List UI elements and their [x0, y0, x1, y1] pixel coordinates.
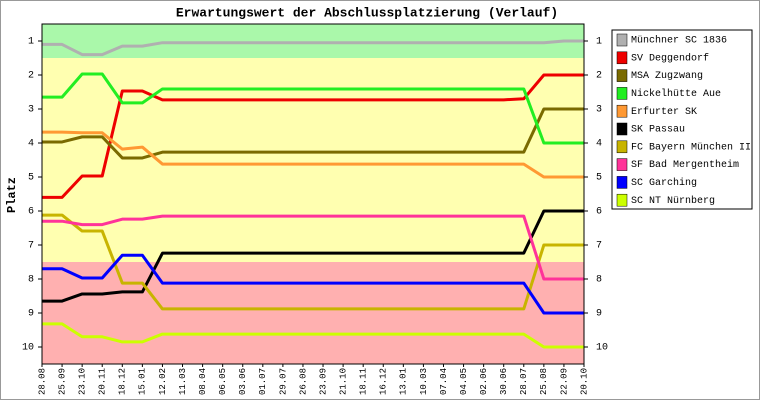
- chart-title: Erwartungswert der Abschlussplatzierung …: [176, 5, 558, 20]
- x-tick-label: 06.05: [218, 368, 228, 395]
- x-tick-label: 23.10: [78, 368, 88, 395]
- bands: [42, 24, 584, 364]
- zone-band: [42, 24, 584, 58]
- y-tick-label: 8: [28, 275, 34, 286]
- series-line: [42, 253, 584, 315]
- series-line: [42, 73, 584, 199]
- y-tick-label-right: 6: [596, 207, 602, 218]
- legend-label: SC NT Nürnberg: [631, 195, 715, 207]
- legend-swatch: [616, 193, 628, 207]
- zone-band: [42, 262, 584, 364]
- legend-swatch: [616, 51, 628, 65]
- series-line: [42, 130, 584, 179]
- series-line: [42, 209, 584, 303]
- y-tick-label: 2: [28, 71, 34, 82]
- legend-label: SC Garching: [631, 177, 697, 189]
- y-tick-label-right: 3: [596, 105, 602, 116]
- series-line: [42, 107, 584, 160]
- y-tick-label-right: 7: [596, 241, 602, 252]
- y-tick-label-right: 2: [596, 71, 602, 82]
- series-line: [42, 72, 584, 145]
- x-tick-label: 26.08: [298, 368, 308, 395]
- legend-swatch: [616, 33, 628, 47]
- y-tick-label-right: 5: [596, 173, 602, 184]
- x-tick-label: 10.03: [419, 368, 429, 395]
- x-tick-label: 01.07: [258, 368, 268, 395]
- series-line: [42, 322, 584, 349]
- legend-label: SV Deggendorf: [631, 52, 709, 64]
- y-tick-label: 3: [28, 105, 34, 116]
- y-tick-label-right: 9: [596, 309, 602, 320]
- x-tick-label: 12.02: [158, 368, 168, 395]
- legend-swatch: [616, 69, 628, 82]
- x-tick-label: 15.01: [138, 368, 148, 395]
- x-tick-label: 21.10: [338, 368, 348, 395]
- x-tick-label: 28.08: [37, 368, 47, 395]
- legend-label: MSA Zugzwang: [631, 71, 703, 82]
- x-tick-label: 03.06: [238, 368, 248, 395]
- y-tick-label-right: 4: [596, 139, 602, 150]
- x-tick-label: 20.10: [579, 368, 589, 395]
- y-tick-label: 6: [28, 207, 34, 218]
- x-tick-label: 25.08: [539, 368, 549, 395]
- series-line: [42, 214, 584, 281]
- x-tick-label: 18.11: [359, 368, 369, 395]
- legend-label: FC Bayern München II: [631, 141, 751, 153]
- x-tick-label: 30.06: [499, 368, 509, 395]
- x-tick-label: 22.09: [559, 368, 569, 395]
- legend-swatch: [616, 140, 628, 154]
- x-tick-label: 23.09: [318, 368, 328, 395]
- x-tick-label: 18.12: [118, 368, 128, 395]
- x-tick-label: 13.01: [399, 368, 409, 395]
- legend-swatch: [616, 158, 628, 171]
- y-tick-label: 10: [22, 343, 34, 354]
- lines: [42, 39, 584, 349]
- legend-swatch: [616, 104, 628, 118]
- y-tick-label: 7: [28, 241, 34, 252]
- y-tick-label-right: 8: [596, 275, 602, 286]
- legend-swatch: [616, 122, 628, 136]
- legend-swatch: [616, 87, 628, 100]
- x-tick-label: 16.12: [379, 368, 389, 395]
- x-tick-label: 29.07: [278, 368, 288, 395]
- x-tick-label: 07.04: [439, 368, 449, 395]
- series-line: [42, 39, 584, 57]
- x-tick-label: 28.07: [519, 368, 529, 395]
- y-axis-label: Platz: [5, 177, 19, 213]
- legend-label: SF Bad Mergentheim: [631, 159, 739, 171]
- x-tick-label: 08.04: [198, 368, 208, 395]
- x-tick-label: 02.06: [479, 368, 489, 395]
- x-tick-label: 04.05: [459, 368, 469, 395]
- legend-label: Nickelhütte Aue: [631, 88, 721, 100]
- x-tick-label: 20.11: [98, 368, 108, 395]
- x-tick-label: 25.09: [57, 368, 67, 395]
- legend-label: SK Passau: [631, 125, 685, 136]
- legend: [611, 29, 753, 210]
- legend-label: Münchner SC 1836: [631, 35, 727, 47]
- series-line: [42, 213, 584, 311]
- y-tick-label-right: 1: [596, 37, 602, 48]
- y-tick-label-right: 10: [596, 343, 608, 354]
- y-tick-label: 5: [28, 173, 34, 184]
- x-tick-label: 11.03: [178, 368, 188, 395]
- y-tick-label: 9: [28, 309, 34, 320]
- legend-swatch: [616, 176, 628, 189]
- y-tick-label: 4: [28, 139, 34, 150]
- y-tick-label: 1: [28, 37, 34, 48]
- plot-border: [41, 23, 585, 365]
- legend-label: Erfurter SK: [631, 106, 697, 118]
